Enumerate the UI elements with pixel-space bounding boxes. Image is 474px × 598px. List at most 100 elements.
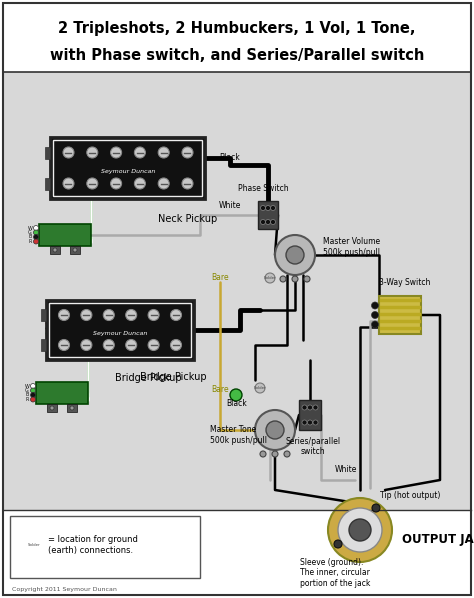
Text: Solder: Solder <box>27 543 40 547</box>
Circle shape <box>261 219 265 224</box>
Circle shape <box>30 397 36 402</box>
Circle shape <box>272 451 278 457</box>
Circle shape <box>284 451 290 457</box>
Text: Tip (hot output): Tip (hot output) <box>380 490 440 499</box>
Circle shape <box>28 539 40 551</box>
Circle shape <box>87 178 98 189</box>
Circle shape <box>328 498 392 562</box>
Circle shape <box>255 410 295 450</box>
Circle shape <box>87 147 98 158</box>
Text: 3-Way Switch: 3-Way Switch <box>379 278 431 287</box>
Text: Bridge Pickup: Bridge Pickup <box>115 373 182 383</box>
Text: Seymour Duncan: Seymour Duncan <box>93 331 147 335</box>
Circle shape <box>302 420 307 425</box>
Circle shape <box>271 206 275 210</box>
Circle shape <box>58 340 70 350</box>
Circle shape <box>126 310 137 321</box>
Circle shape <box>135 147 146 158</box>
Text: = location for ground
(earth) connections.: = location for ground (earth) connection… <box>48 535 138 555</box>
Text: Series/parallel
switch: Series/parallel switch <box>285 437 340 456</box>
Bar <box>67 404 77 412</box>
Bar <box>46 300 194 360</box>
Circle shape <box>34 239 38 244</box>
Bar <box>3 510 471 595</box>
Circle shape <box>50 406 54 410</box>
Circle shape <box>70 406 74 410</box>
Circle shape <box>372 321 379 328</box>
Text: Black: Black <box>227 398 247 407</box>
Circle shape <box>280 276 286 282</box>
Circle shape <box>338 508 382 552</box>
Circle shape <box>30 392 36 398</box>
Circle shape <box>148 310 159 321</box>
Circle shape <box>53 248 57 252</box>
Text: Seymour Duncan: Seymour Duncan <box>101 169 155 173</box>
Bar <box>41 309 46 321</box>
Text: Sleeve (ground).
The inner, circular
portion of the jack: Sleeve (ground). The inner, circular por… <box>300 558 370 588</box>
Bar <box>299 400 321 430</box>
Circle shape <box>255 383 265 393</box>
Text: B: B <box>25 392 29 398</box>
Bar <box>41 339 46 351</box>
Text: Solder: Solder <box>264 276 276 280</box>
Circle shape <box>286 246 304 264</box>
Circle shape <box>275 235 315 275</box>
Circle shape <box>103 310 114 321</box>
Circle shape <box>110 147 122 158</box>
Circle shape <box>313 405 318 410</box>
Text: W: W <box>27 225 32 230</box>
Text: R: R <box>28 239 32 244</box>
Circle shape <box>30 388 36 393</box>
Text: Bare: Bare <box>211 273 229 282</box>
Circle shape <box>73 248 77 252</box>
Text: OUTPUT JACK: OUTPUT JACK <box>402 533 474 547</box>
Bar <box>379 296 421 334</box>
Circle shape <box>265 219 271 224</box>
Bar <box>36 382 88 404</box>
Bar <box>258 201 278 229</box>
Text: 2 Tripleshots, 2 Humbuckers, 1 Vol, 1 Tone,: 2 Tripleshots, 2 Humbuckers, 1 Vol, 1 To… <box>58 20 416 35</box>
Circle shape <box>81 310 92 321</box>
Bar <box>54 140 202 196</box>
Text: G: G <box>28 230 32 235</box>
Circle shape <box>302 405 307 410</box>
Text: Master Tone
500k push/pull: Master Tone 500k push/pull <box>210 425 267 445</box>
Circle shape <box>135 178 146 189</box>
Circle shape <box>266 421 284 439</box>
Bar <box>70 246 80 254</box>
Circle shape <box>292 276 298 282</box>
Text: G: G <box>25 388 29 393</box>
Text: B: B <box>28 234 32 240</box>
Text: Master Volume
500k push/pull: Master Volume 500k push/pull <box>323 237 380 257</box>
Text: Bare: Bare <box>211 386 229 395</box>
Bar <box>49 303 191 357</box>
Text: W: W <box>25 383 29 389</box>
Circle shape <box>81 340 92 350</box>
Circle shape <box>171 340 182 350</box>
Circle shape <box>182 178 193 189</box>
Circle shape <box>372 504 380 512</box>
Circle shape <box>334 540 342 548</box>
Bar <box>10 516 200 578</box>
Circle shape <box>34 230 38 235</box>
Text: R: R <box>25 397 29 402</box>
Text: Phase Switch: Phase Switch <box>237 184 288 193</box>
Text: Neck Pickup: Neck Pickup <box>158 214 217 224</box>
Bar <box>46 178 51 190</box>
Bar <box>50 246 60 254</box>
Circle shape <box>271 219 275 224</box>
Circle shape <box>34 234 38 240</box>
Circle shape <box>265 273 275 283</box>
Circle shape <box>158 178 169 189</box>
Circle shape <box>148 340 159 350</box>
Circle shape <box>308 420 312 425</box>
Text: White: White <box>335 465 357 474</box>
Text: Black: Black <box>219 154 240 163</box>
Circle shape <box>30 383 36 389</box>
Bar <box>46 147 51 158</box>
Text: Copyright 2011 Seymour Duncan: Copyright 2011 Seymour Duncan <box>12 587 117 593</box>
Circle shape <box>110 178 122 189</box>
Text: Solder: Solder <box>254 386 266 390</box>
Circle shape <box>126 340 137 350</box>
Circle shape <box>265 206 271 210</box>
